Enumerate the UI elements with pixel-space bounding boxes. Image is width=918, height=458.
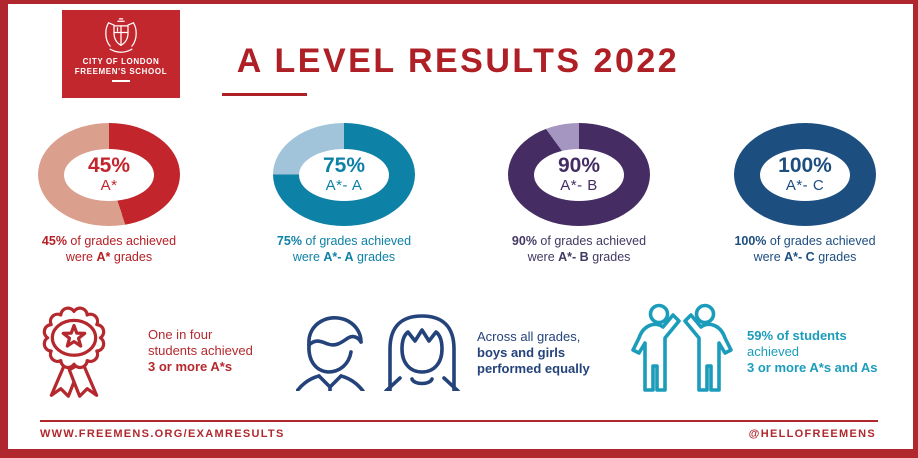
logo-underline xyxy=(112,80,130,82)
donut-grade: A*- A xyxy=(325,177,363,194)
fact-line: Across all grades, xyxy=(477,329,581,344)
fact-line: boys and girls xyxy=(477,345,566,360)
fact-award xyxy=(38,302,110,405)
fact-award-text: One in four students achieved 3 or more … xyxy=(148,327,268,375)
boy-and-girl-icon xyxy=(295,314,460,393)
fact-boys-girls-text: Across all grades, boys and girls perfor… xyxy=(477,329,627,377)
school-logo: CITY OF LONDON FREEMEN'S SCHOOL xyxy=(62,10,180,98)
donut-ring: 100% A*- C xyxy=(734,123,876,226)
footer-social-handle: @HELLOFREEMENS xyxy=(748,428,876,440)
donut-chart-a-star-c: 100% A*- C 100% of grades achieved were … xyxy=(700,123,910,265)
fact-line: students achieved xyxy=(148,343,253,358)
donut-percent: 100% xyxy=(778,154,832,177)
donut-percent: 45% xyxy=(87,154,131,177)
fact-high-five xyxy=(630,300,734,403)
donut-caption: 90% of grades achieved were A*- B grades xyxy=(511,234,647,264)
logo-text-line1: CITY OF LONDON xyxy=(82,57,160,66)
high-five-icon xyxy=(631,303,733,392)
award-rosette-icon xyxy=(42,306,106,398)
frame-edge-right xyxy=(913,0,918,458)
donut-grade: A*- B xyxy=(560,177,598,194)
logo-text-line2: FREEMEN'S SCHOOL xyxy=(74,67,168,76)
donut-chart-a-star-b: 90% A*- B 90% of grades achieved were A*… xyxy=(474,123,684,265)
donut-caption: 75% of grades achieved were A*- A grades xyxy=(276,234,412,264)
fact-line: performed equally xyxy=(477,361,590,376)
fact-line: 3 or more A*s xyxy=(148,359,233,374)
title-underline xyxy=(222,93,307,96)
footer-website-url: WWW.FREEMENS.ORG/EXAMRESULTS xyxy=(40,428,285,440)
donut-ring: 90% A*- B xyxy=(508,123,650,226)
fact-line: 3 or more A*s and As xyxy=(747,360,878,375)
fact-line: achieved xyxy=(747,344,800,359)
donut-grade: A*- C xyxy=(785,177,825,194)
donut-percent: 90% xyxy=(557,154,601,177)
donut-percent: 75% xyxy=(322,154,366,177)
donut-center: 45% A* xyxy=(64,148,154,201)
school-crest-icon xyxy=(105,18,137,53)
donut-center: 100% A*- C xyxy=(760,148,850,201)
fact-line: One in four xyxy=(148,327,213,342)
donut-chart-a-star: 45% A* 45% of grades achieved were A* gr… xyxy=(4,123,214,265)
footer-divider xyxy=(40,420,878,422)
donut-center: 75% A*- A xyxy=(299,148,389,201)
fact-line: 59% of students xyxy=(747,328,847,343)
frame-edge-left xyxy=(0,0,8,458)
frame-edge-top xyxy=(0,0,918,4)
donut-caption: 45% of grades achieved were A* grades xyxy=(41,234,177,264)
fact-high-five-text: 59% of students achieved 3 or more A*s a… xyxy=(747,328,907,376)
frame-edge-bottom xyxy=(0,449,918,458)
donut-caption: 100% of grades achieved were A*- C grade… xyxy=(734,234,876,264)
page-title: A LEVEL RESULTS 2022 xyxy=(236,42,680,80)
donut-grade: A* xyxy=(100,177,118,194)
donut-chart-a-star-a: 75% A*- A 75% of grades achieved were A*… xyxy=(239,123,449,265)
donut-center: 90% A*- B xyxy=(534,148,624,201)
donut-ring: 45% A* xyxy=(38,123,180,226)
fact-boys-girls xyxy=(295,307,468,396)
donut-ring: 75% A*- A xyxy=(273,123,415,226)
